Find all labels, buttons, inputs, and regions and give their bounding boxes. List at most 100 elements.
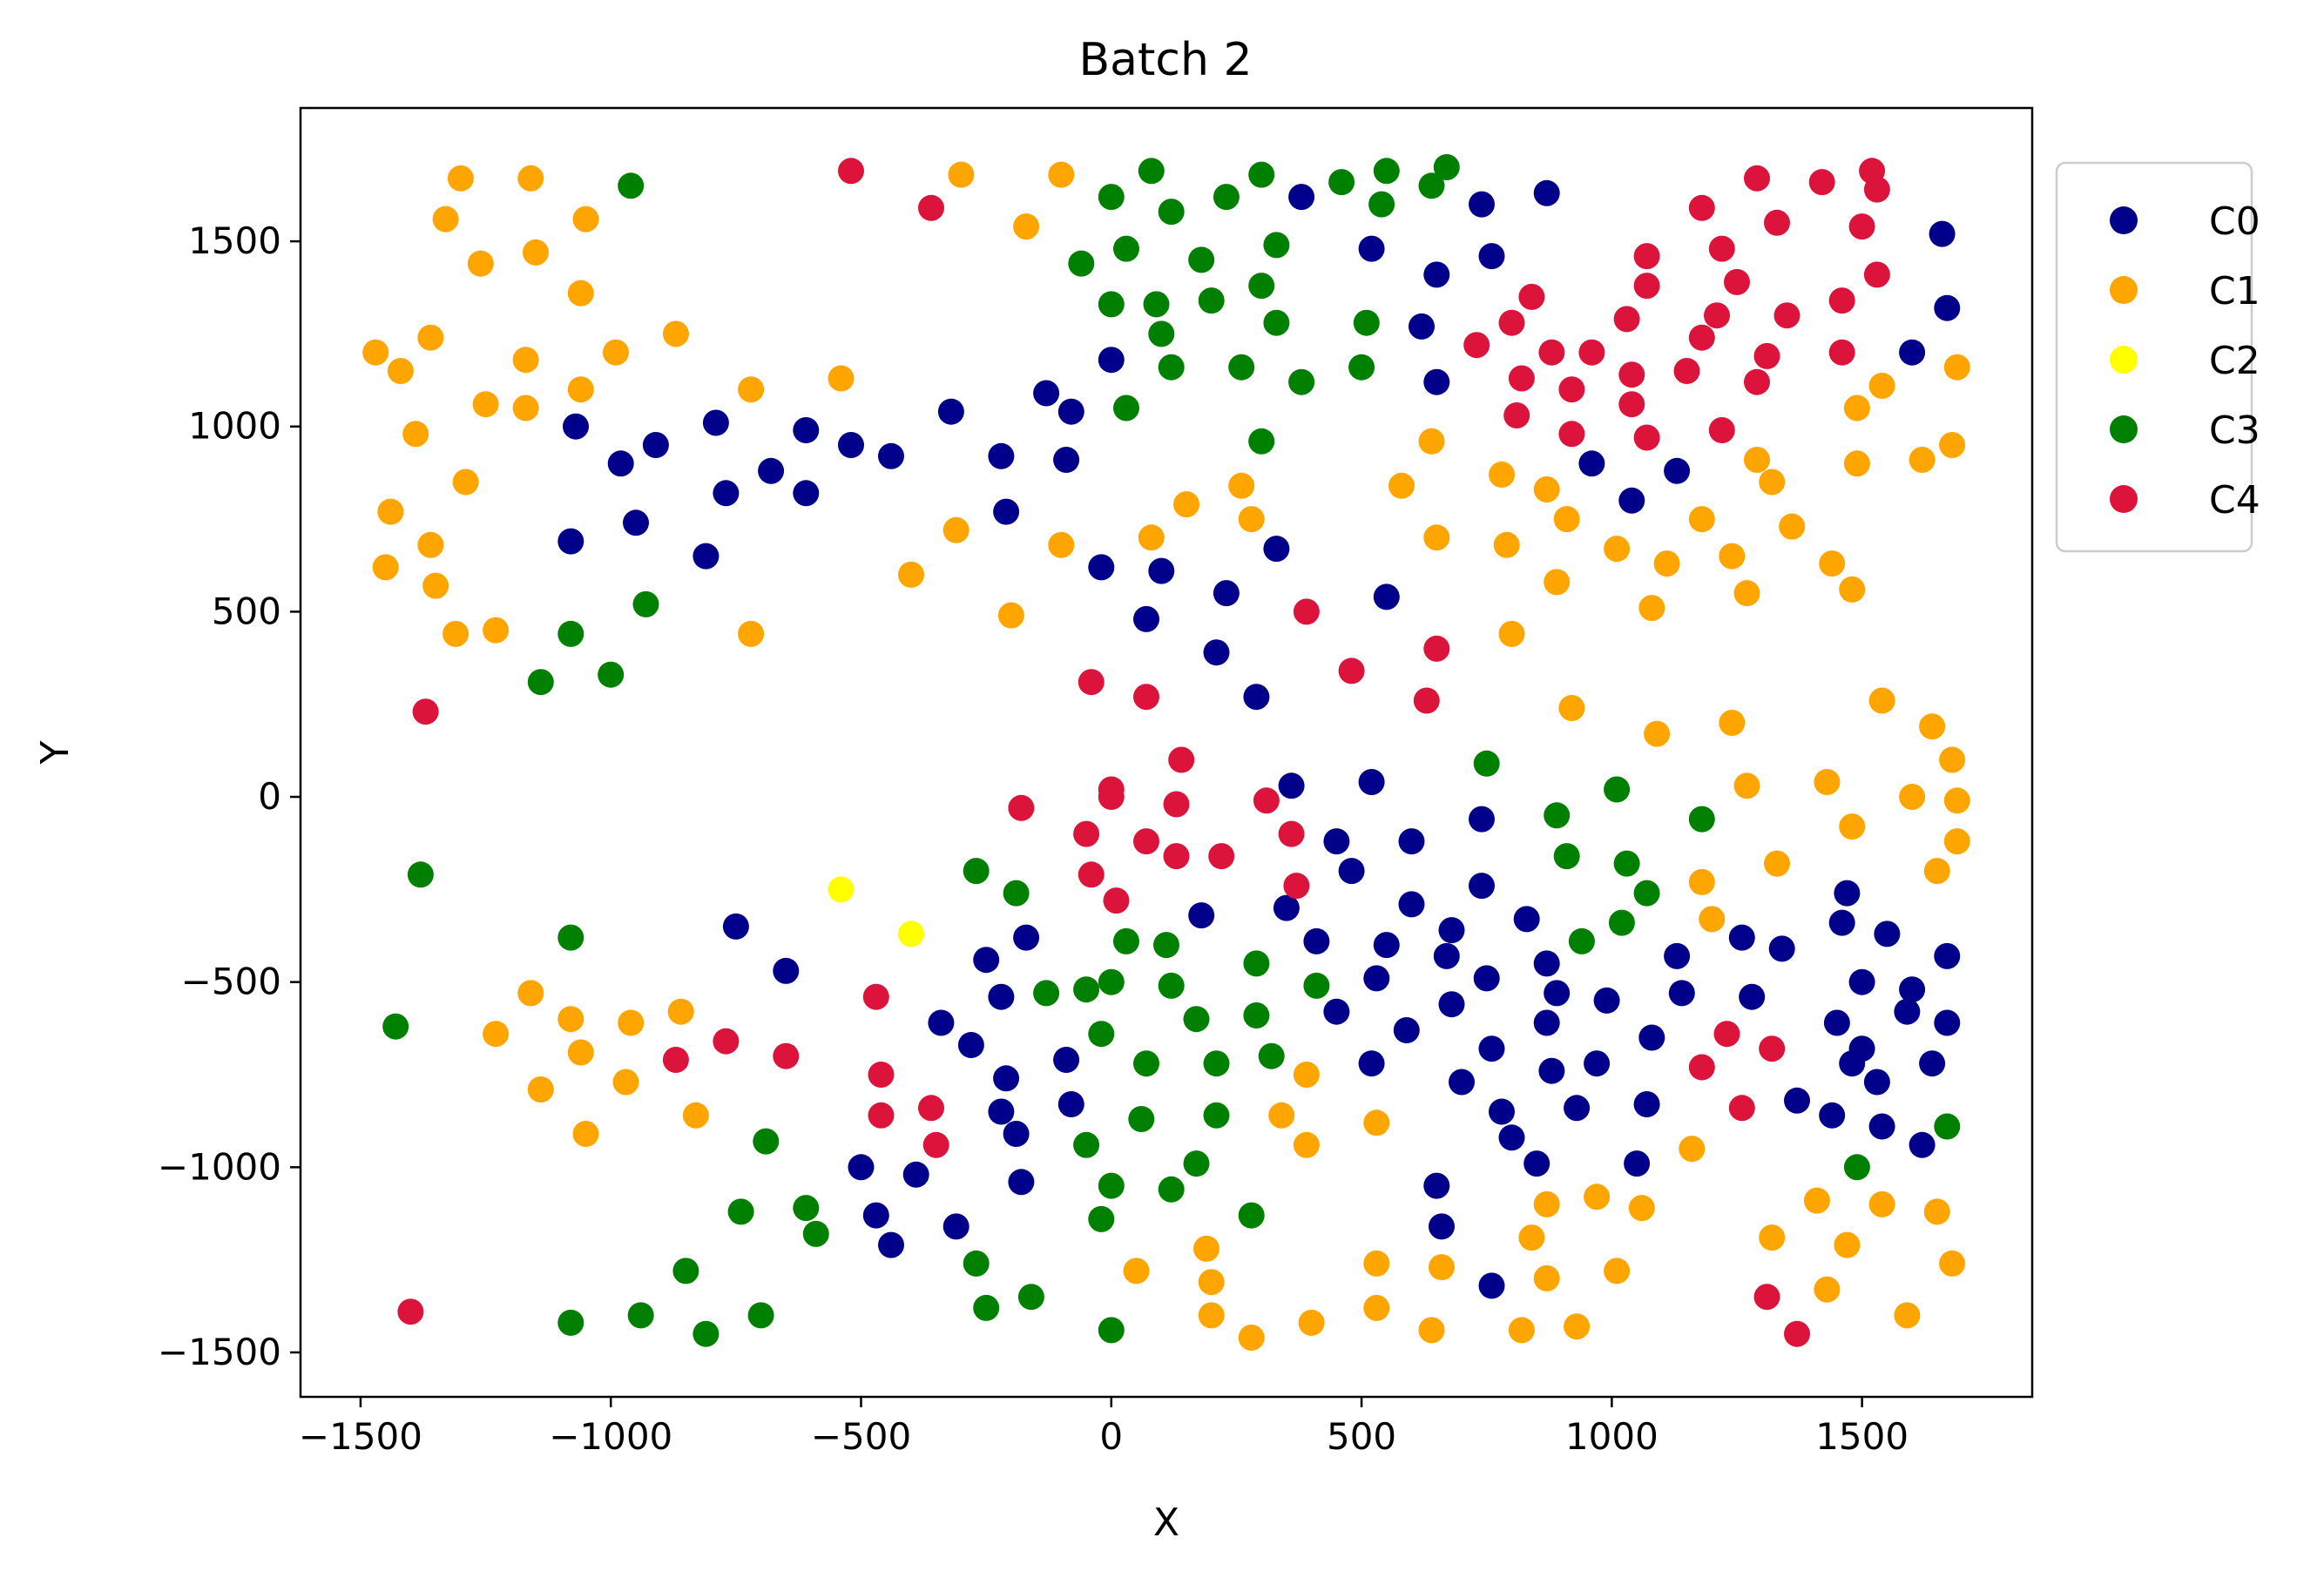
point-c0-30 xyxy=(1423,261,1450,288)
point-c1-98 xyxy=(1238,1325,1265,1351)
point-c1-97 xyxy=(1123,1258,1150,1285)
point-c1-19 xyxy=(567,280,594,307)
point-c0-80 xyxy=(1469,806,1495,833)
point-c4-67 xyxy=(1713,1021,1740,1048)
point-c0-57 xyxy=(878,1231,904,1258)
chart-title: Batch 2 xyxy=(1078,34,1252,86)
y-tick-label: −500 xyxy=(181,961,281,1003)
point-c1-27 xyxy=(948,161,975,188)
point-c4-17 xyxy=(1578,339,1605,366)
point-c1-39 xyxy=(1388,472,1415,499)
y-tick-label: 1500 xyxy=(188,219,281,262)
point-c1-118 xyxy=(1894,1302,1921,1329)
point-c0-66 xyxy=(1338,858,1365,885)
point-c3-75 xyxy=(1568,927,1595,954)
point-c3-15 xyxy=(1198,287,1225,314)
point-c0-58 xyxy=(902,1161,929,1188)
point-c1-15 xyxy=(517,165,544,192)
x-tick-label: 1000 xyxy=(1565,1415,1659,1458)
point-c3-58 xyxy=(1128,1106,1155,1132)
point-c0-78 xyxy=(1438,991,1465,1018)
point-c1-33 xyxy=(1048,531,1075,558)
point-c4-26 xyxy=(1688,324,1715,351)
point-c0-85 xyxy=(1498,1124,1525,1151)
point-c1-21 xyxy=(572,206,599,233)
point-c3-67 xyxy=(1238,1202,1265,1229)
point-c4-2 xyxy=(412,698,439,725)
point-c1-95 xyxy=(1198,1269,1225,1296)
point-c1-5 xyxy=(447,165,474,192)
point-c0-56 xyxy=(862,1202,889,1229)
point-c3-33 xyxy=(382,1013,409,1040)
point-c4-13 xyxy=(1518,283,1545,310)
x-tick-label: −1000 xyxy=(549,1415,672,1458)
point-c1-79 xyxy=(1839,813,1866,840)
point-c0-28 xyxy=(1358,235,1385,262)
point-c0-19 xyxy=(1098,347,1125,374)
point-c1-59 xyxy=(1843,394,1870,421)
point-c3-71 xyxy=(1303,972,1330,999)
point-c0-46 xyxy=(988,983,1015,1010)
point-c3-18 xyxy=(1248,161,1275,188)
point-c1-83 xyxy=(1923,858,1950,885)
point-c3-63 xyxy=(1183,1006,1210,1033)
point-c3-52 xyxy=(1088,1205,1115,1232)
point-c0-89 xyxy=(1533,1009,1560,1036)
point-c0-38 xyxy=(1664,457,1691,484)
point-c1-66 xyxy=(527,1076,554,1103)
point-c4-71 xyxy=(1784,1320,1810,1347)
point-c4-27 xyxy=(1704,302,1730,329)
legend: C0 C1 C2 C3 C4 xyxy=(2055,161,2260,553)
point-c1-1 xyxy=(387,358,414,384)
point-c0-69 xyxy=(1363,965,1390,992)
point-c3-46 xyxy=(963,1250,990,1277)
point-c1-13 xyxy=(443,620,470,647)
point-c3-80 xyxy=(1688,806,1715,833)
point-c0-87 xyxy=(1523,1150,1550,1177)
point-c0-114 xyxy=(1899,976,1926,1003)
point-c3-68 xyxy=(1243,950,1270,977)
point-c1-57 xyxy=(1839,576,1866,603)
point-c0-15 xyxy=(993,498,1020,525)
point-c1-9 xyxy=(377,498,404,525)
point-c0-21 xyxy=(1148,557,1175,584)
point-c0-118 xyxy=(1934,942,1961,969)
point-c4-53 xyxy=(1208,843,1235,870)
point-c0-44 xyxy=(1013,924,1040,951)
point-c1-8 xyxy=(452,469,479,496)
point-c3-81 xyxy=(1843,1154,1870,1181)
point-c1-111 xyxy=(1628,1195,1655,1222)
legend-item-c0: C0 xyxy=(2110,199,2260,244)
point-c2-1 xyxy=(898,920,924,947)
point-c1-10 xyxy=(372,554,399,581)
point-c0-91 xyxy=(1544,980,1571,1007)
point-c0-110 xyxy=(1848,968,1875,995)
legend-marker xyxy=(2110,485,2138,513)
point-c0-60 xyxy=(1188,902,1215,929)
point-c4-37 xyxy=(1828,287,1855,314)
point-c3-9 xyxy=(1158,199,1185,226)
point-c3-74 xyxy=(1553,843,1580,870)
point-c4-30 xyxy=(1724,268,1750,295)
point-c4-51 xyxy=(1163,791,1190,818)
point-c3-5 xyxy=(1068,250,1095,277)
point-c1-72 xyxy=(667,998,694,1025)
point-c1-117 xyxy=(1868,1190,1895,1217)
point-c3-25 xyxy=(1348,354,1375,381)
legend-frame xyxy=(2055,161,2253,553)
point-c0-72 xyxy=(1398,828,1425,855)
point-c1-23 xyxy=(662,320,689,347)
point-c4-34 xyxy=(1764,209,1790,236)
legend-label: C2 xyxy=(2209,339,2260,383)
point-c1-50 xyxy=(1688,506,1715,533)
point-c0-48 xyxy=(988,1098,1015,1125)
point-c4-4 xyxy=(1338,658,1365,684)
point-c1-96 xyxy=(1198,1302,1225,1329)
point-c0-36 xyxy=(1578,450,1605,477)
x-tick-label: −500 xyxy=(811,1415,911,1458)
point-c0-76 xyxy=(1433,942,1460,969)
point-c1-37 xyxy=(1238,506,1265,533)
point-c4-68 xyxy=(1728,1095,1755,1122)
point-c4-45 xyxy=(1078,861,1105,888)
point-c3-11 xyxy=(1143,291,1170,318)
